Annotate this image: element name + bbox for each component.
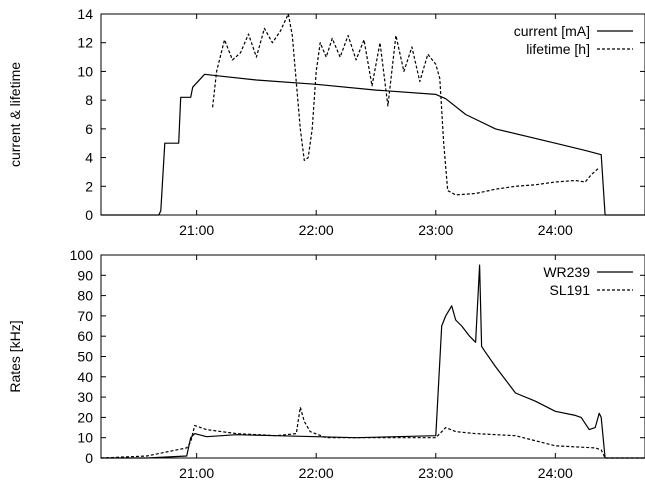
y-tick-label: 30 xyxy=(77,389,93,405)
y-tick-label: 6 xyxy=(85,121,93,137)
y-tick-label: 20 xyxy=(77,409,93,425)
plot-frame xyxy=(100,13,645,216)
y-tick-label: 12 xyxy=(77,35,93,51)
series-line-lifetime-h xyxy=(212,13,600,196)
y-tick-label: 40 xyxy=(77,369,93,385)
top-chart-panel: 0 2 4 6 8 10 12 14 21:00 22:00 23:00 24:00 current &… xyxy=(7,6,645,238)
y-tick-label: 4 xyxy=(85,150,93,166)
x-tick-label: 22:00 xyxy=(299,222,334,238)
y-tick-label: 70 xyxy=(77,308,93,324)
y-tick-label: 0 xyxy=(85,207,93,223)
x-tick-label: 22:00 xyxy=(299,465,334,481)
y-tick-label: 90 xyxy=(77,267,93,283)
y-tick-label: 14 xyxy=(77,6,93,22)
y-axis-label: current & lifetime xyxy=(7,62,23,167)
series-line-sl191 xyxy=(100,406,645,459)
x-tick-label: 23:00 xyxy=(418,465,453,481)
x-tick-label: 21:00 xyxy=(179,465,214,481)
series-line-current-ma xyxy=(101,73,645,216)
legend-label: lifetime [h] xyxy=(526,41,590,57)
y-tick-label: 80 xyxy=(77,288,93,304)
y-tick-label: 8 xyxy=(85,92,93,108)
y-tick-label: 0 xyxy=(85,450,93,466)
bottom-chart-panel: 0 10 20 30 40 50 60 70 80 90 100 21:00 22:00 23:00 24:… xyxy=(7,247,645,481)
legend-label: SL191 xyxy=(550,282,591,298)
x-tick-label: 21:00 xyxy=(179,222,214,238)
y-tick-label: 50 xyxy=(77,349,93,365)
series-line-wr239 xyxy=(101,264,645,459)
y-tick-label: 2 xyxy=(85,178,93,194)
x-tick-label: 24:00 xyxy=(538,222,573,238)
x-tick-label: 24:00 xyxy=(538,465,573,481)
y-axis-label: Rates [kHz] xyxy=(7,320,23,392)
y-tick-label: 10 xyxy=(77,63,93,79)
x-tick-label: 23:00 xyxy=(418,222,453,238)
legend-label: current [mA] xyxy=(514,23,590,39)
legend-label: WR239 xyxy=(543,264,590,280)
y-tick-label: 60 xyxy=(77,328,93,344)
y-tick-label: 10 xyxy=(77,430,93,446)
y-tick-label: 100 xyxy=(70,247,94,263)
